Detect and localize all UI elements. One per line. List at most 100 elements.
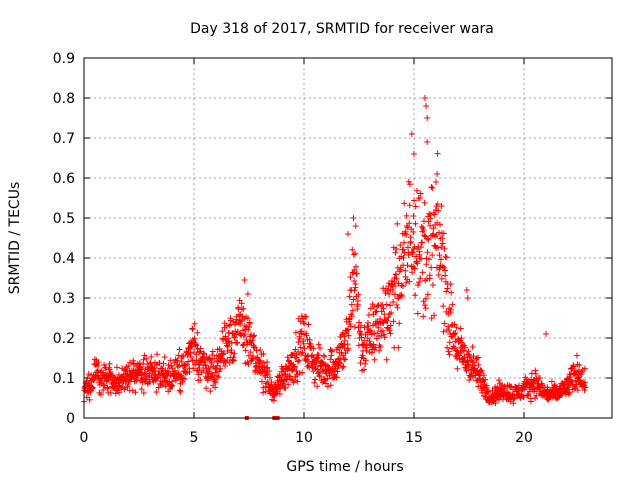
data-point bbox=[388, 309, 395, 316]
data-point bbox=[375, 324, 382, 331]
data-point bbox=[440, 303, 447, 310]
data-point bbox=[282, 384, 289, 391]
data-point bbox=[340, 363, 347, 370]
data-point bbox=[316, 373, 323, 380]
data-point bbox=[191, 335, 198, 342]
data-point bbox=[356, 319, 363, 326]
y-axis-label: SRMTID / TECUs bbox=[7, 182, 23, 295]
data-point bbox=[140, 390, 147, 397]
grid-layer bbox=[84, 58, 612, 418]
data-point bbox=[395, 280, 402, 287]
data-point bbox=[119, 365, 126, 372]
data-point bbox=[379, 327, 386, 334]
data-point bbox=[103, 377, 110, 384]
data-point bbox=[367, 305, 374, 312]
data-point bbox=[432, 206, 439, 213]
data-point bbox=[379, 302, 386, 309]
data-point bbox=[363, 344, 370, 351]
data-point bbox=[435, 271, 442, 278]
data-point bbox=[401, 200, 408, 207]
data-point bbox=[95, 359, 102, 366]
outlier-point bbox=[424, 139, 431, 145]
data-point bbox=[188, 343, 195, 350]
data-point bbox=[419, 269, 426, 276]
data-point bbox=[386, 327, 393, 334]
data-point bbox=[414, 260, 421, 267]
data-point bbox=[397, 242, 404, 249]
data-point bbox=[419, 239, 426, 246]
data-point bbox=[556, 394, 563, 401]
data-point bbox=[465, 362, 472, 369]
data-point bbox=[266, 368, 273, 375]
data-point bbox=[176, 346, 183, 353]
data-point bbox=[380, 331, 387, 338]
data-point bbox=[168, 383, 175, 390]
data-point bbox=[454, 365, 461, 372]
data-point bbox=[256, 357, 263, 364]
data-point bbox=[485, 388, 492, 395]
data-point bbox=[374, 302, 381, 309]
data-point bbox=[207, 388, 214, 395]
data-point bbox=[412, 203, 419, 210]
data-point bbox=[274, 388, 281, 395]
data-point bbox=[138, 375, 145, 382]
data-point bbox=[315, 352, 322, 359]
y-tick-label: 0.8 bbox=[53, 91, 75, 107]
data-point bbox=[224, 343, 231, 350]
outlier-point bbox=[434, 171, 441, 177]
data-point bbox=[563, 376, 570, 383]
x-axis-label: GPS time / hours bbox=[286, 459, 403, 475]
data-point bbox=[445, 348, 452, 355]
data-point bbox=[301, 345, 308, 352]
data-point bbox=[270, 397, 277, 404]
data-point bbox=[581, 365, 588, 372]
data-point bbox=[482, 376, 489, 383]
data-point bbox=[448, 289, 455, 296]
data-point bbox=[404, 224, 411, 231]
data-point bbox=[245, 326, 252, 333]
data-point bbox=[292, 329, 299, 336]
data-point bbox=[569, 379, 576, 386]
data-point bbox=[520, 394, 527, 401]
data-point bbox=[141, 352, 148, 359]
data-point bbox=[574, 387, 581, 394]
data-point bbox=[465, 351, 472, 358]
outlier-point bbox=[464, 295, 471, 301]
data-point bbox=[130, 361, 137, 368]
data-point bbox=[209, 348, 216, 355]
data-point bbox=[402, 267, 409, 274]
data-point bbox=[124, 383, 131, 390]
data-point bbox=[371, 303, 378, 310]
data-point bbox=[372, 344, 379, 351]
data-point bbox=[161, 354, 168, 361]
data-point bbox=[406, 202, 413, 209]
data-point bbox=[417, 190, 424, 197]
data-point bbox=[426, 210, 433, 217]
data-point bbox=[452, 330, 459, 337]
data-point bbox=[151, 365, 158, 372]
data-point bbox=[438, 275, 445, 282]
data-point bbox=[364, 335, 371, 342]
data-point bbox=[429, 252, 436, 259]
data-point bbox=[403, 212, 410, 219]
data-point bbox=[461, 354, 468, 361]
data-point bbox=[400, 246, 407, 253]
data-point bbox=[380, 305, 387, 312]
data-point bbox=[409, 248, 416, 255]
data-point bbox=[393, 301, 400, 308]
data-point bbox=[371, 356, 378, 363]
data-point bbox=[240, 305, 247, 312]
data-point bbox=[434, 150, 441, 157]
data-point bbox=[392, 249, 399, 256]
y-tick-label: 0.4 bbox=[53, 251, 75, 267]
data-point bbox=[238, 300, 245, 307]
data-point bbox=[415, 279, 422, 286]
data-point bbox=[345, 326, 352, 333]
data-point bbox=[300, 340, 307, 347]
data-point bbox=[391, 291, 398, 298]
data-point bbox=[465, 348, 472, 355]
data-point bbox=[219, 351, 226, 358]
data-point bbox=[211, 355, 218, 362]
data-point bbox=[570, 363, 577, 370]
data-point bbox=[533, 392, 540, 399]
